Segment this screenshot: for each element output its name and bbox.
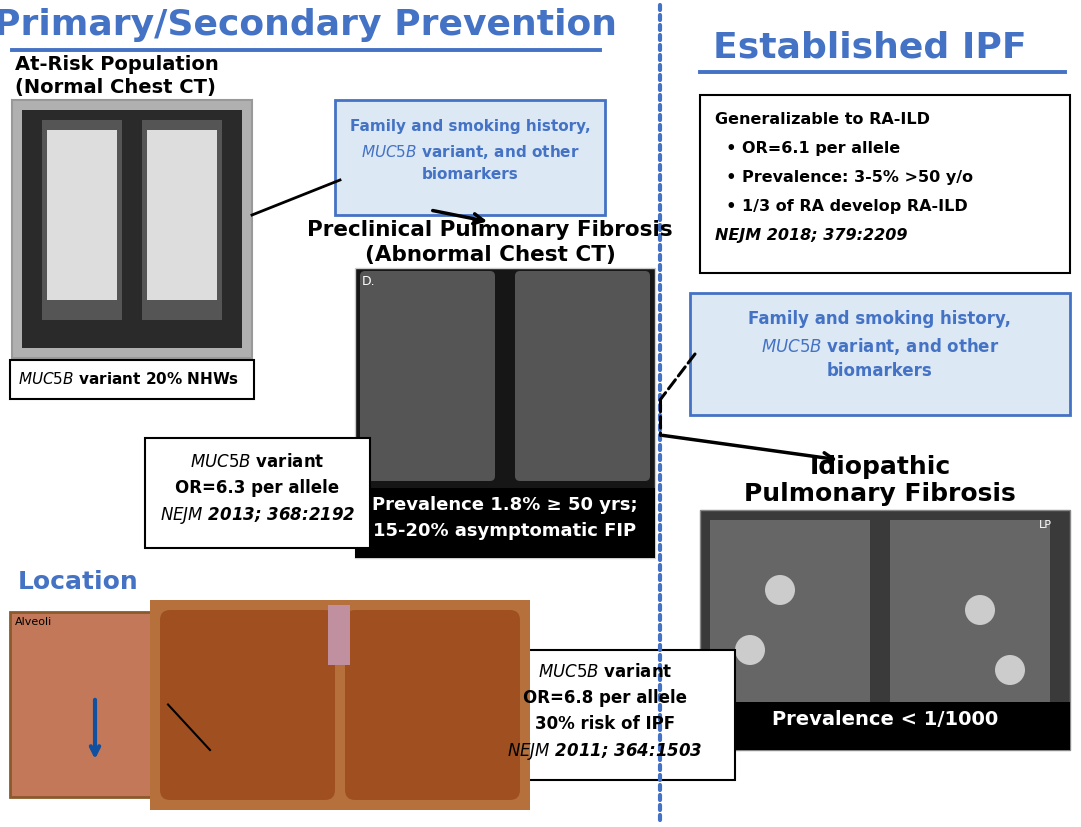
Text: • OR=6.1 per allele: • OR=6.1 per allele [715,141,900,156]
Text: Generalizable to RA-ILD: Generalizable to RA-ILD [715,112,930,127]
Text: LP: LP [1039,520,1052,530]
Text: $\mathit{MUC5B}$ variant, and other: $\mathit{MUC5B}$ variant, and other [361,143,579,161]
Text: $\mathit{MUC5B}$ variant: $\mathit{MUC5B}$ variant [537,663,672,681]
FancyBboxPatch shape [710,520,870,705]
Text: $\mathit{MUC5B}$ variant, and other: $\mathit{MUC5B}$ variant, and other [761,336,999,357]
Text: Prevalence < 1/1000: Prevalence < 1/1000 [772,710,998,729]
Text: (Abnormal Chest CT): (Abnormal Chest CT) [364,245,615,265]
FancyBboxPatch shape [355,268,655,558]
FancyBboxPatch shape [42,120,122,320]
Text: Prevalence 1.8% ≥ 50 yrs;: Prevalence 1.8% ≥ 50 yrs; [372,496,638,514]
FancyBboxPatch shape [690,293,1070,415]
Circle shape [735,635,765,665]
Text: Family and smoking history,: Family and smoking history, [349,119,590,134]
Text: $\mathit{MUC5B}$ variant 20% NHWs: $\mathit{MUC5B}$ variant 20% NHWs [18,371,239,388]
FancyBboxPatch shape [890,520,1050,705]
Text: • 1/3 of RA develop RA-ILD: • 1/3 of RA develop RA-ILD [715,199,967,214]
Text: • Prevalence: 3-5% >50 y/o: • Prevalence: 3-5% >50 y/o [715,170,973,185]
Text: (Normal Chest CT): (Normal Chest CT) [15,78,216,97]
FancyBboxPatch shape [147,130,217,300]
FancyBboxPatch shape [160,610,335,800]
Text: OR=6.8 per allele: OR=6.8 per allele [523,689,688,707]
FancyBboxPatch shape [142,120,222,320]
Text: biomarkers: biomarkers [827,362,933,380]
FancyBboxPatch shape [345,610,520,800]
Circle shape [995,655,1025,685]
Text: Established IPF: Established IPF [713,30,1027,64]
Text: Pulmonary Fibrosis: Pulmonary Fibrosis [744,482,1016,506]
FancyBboxPatch shape [360,271,495,481]
FancyBboxPatch shape [335,100,605,215]
FancyBboxPatch shape [22,110,242,348]
Text: At-Risk Population: At-Risk Population [15,55,218,74]
FancyBboxPatch shape [10,360,254,399]
Text: Family and smoking history,: Family and smoking history, [748,310,1012,328]
Text: D.: D. [362,275,375,288]
Text: Preclinical Pulmonary Fibrosis: Preclinical Pulmonary Fibrosis [307,220,672,240]
Text: Location: Location [18,570,138,594]
Circle shape [765,575,795,605]
FancyBboxPatch shape [10,612,168,797]
FancyBboxPatch shape [700,702,1070,750]
Text: NEJM 2018; 379:2209: NEJM 2018; 379:2209 [715,228,908,243]
FancyBboxPatch shape [355,488,655,558]
Text: Primary/Secondary Prevention: Primary/Secondary Prevention [0,8,616,42]
FancyBboxPatch shape [700,510,1070,750]
Text: 15-20% asymptomatic FIP: 15-20% asymptomatic FIP [373,522,637,540]
FancyBboxPatch shape [515,271,650,481]
Text: OR=6.3 per allele: OR=6.3 per allele [175,479,339,497]
FancyBboxPatch shape [150,600,530,810]
Text: 30% risk of IPF: 30% risk of IPF [535,715,675,733]
Text: $\mathit{MUC5B}$ variant: $\mathit{MUC5B}$ variant [190,453,324,471]
Text: Idiopathic: Idiopathic [810,455,950,479]
Text: $\mathit{NEJM}$ 2013; 368:2192: $\mathit{NEJM}$ 2013; 368:2192 [160,505,355,526]
FancyBboxPatch shape [328,605,350,665]
FancyBboxPatch shape [475,650,735,780]
Circle shape [965,595,995,625]
FancyBboxPatch shape [12,100,252,358]
Text: $\mathit{NEJM}$ 2011; 364:1503: $\mathit{NEJM}$ 2011; 364:1503 [507,741,703,762]
Text: Alveoli: Alveoli [15,617,52,627]
FancyBboxPatch shape [700,95,1070,273]
FancyBboxPatch shape [46,130,117,300]
FancyBboxPatch shape [145,438,370,548]
Text: biomarkers: biomarkers [422,167,519,182]
